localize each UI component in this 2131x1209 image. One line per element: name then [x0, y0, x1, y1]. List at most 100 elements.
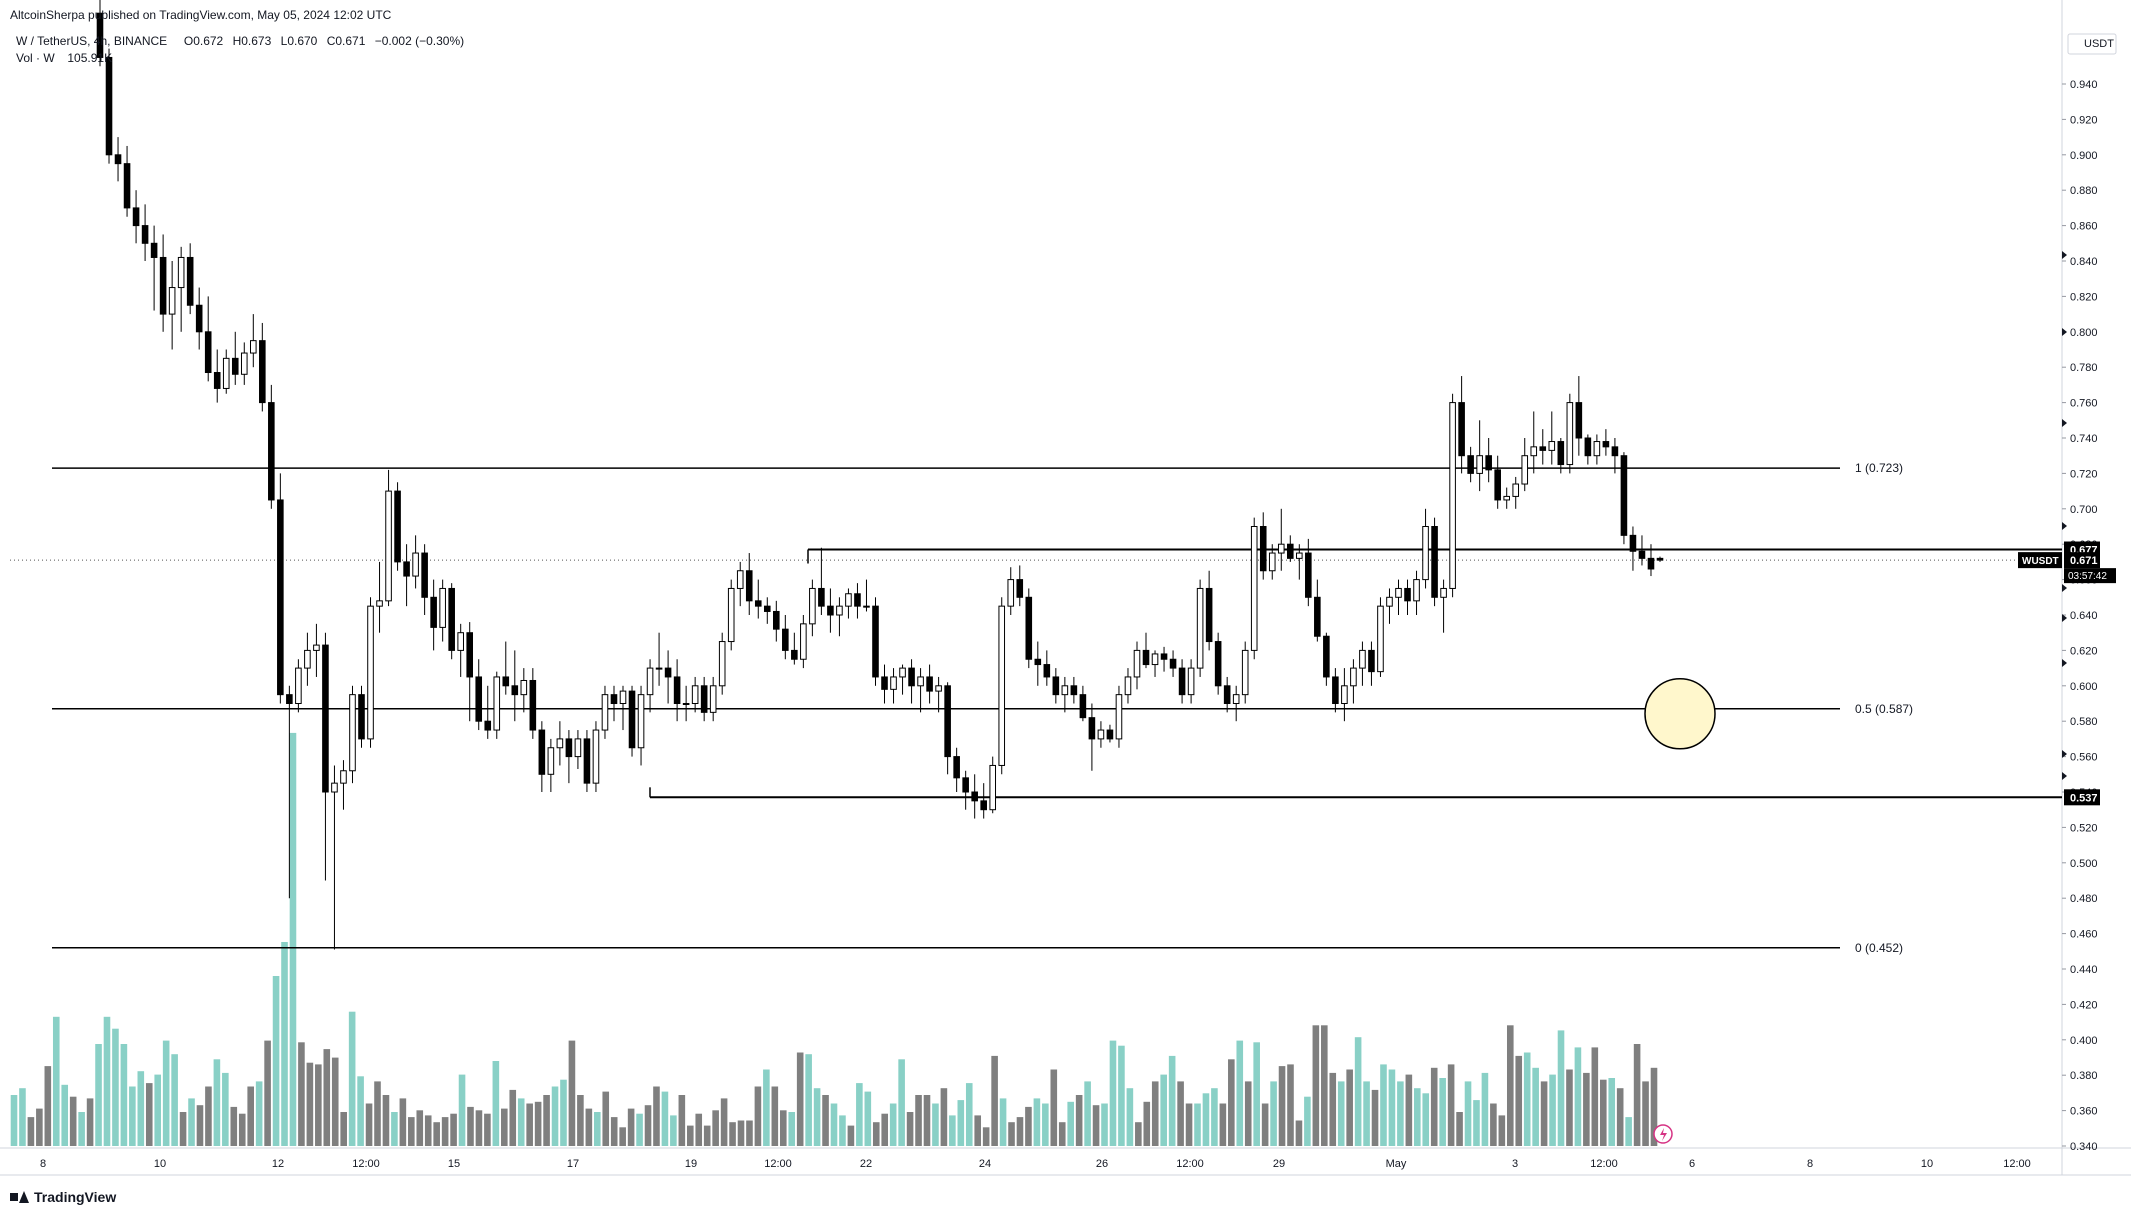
volume-bar	[957, 1100, 965, 1146]
candle-body	[908, 667, 915, 687]
volume-bar	[1270, 1081, 1277, 1146]
ohlc-high-value: 0.673	[241, 34, 272, 48]
volume-bar	[348, 1011, 356, 1146]
volume-bar	[484, 1113, 491, 1146]
volume-bar	[712, 1110, 719, 1146]
candle-body	[971, 791, 978, 802]
candle-body	[394, 490, 401, 563]
volume-bar	[653, 1086, 660, 1146]
volume-bar	[1608, 1078, 1616, 1146]
volume-bar	[560, 1079, 567, 1146]
volume-bar	[1244, 1081, 1252, 1146]
price-tick-label: 0.560	[2070, 752, 2098, 764]
volume-bars	[10, 732, 1658, 1146]
price-tick-label: 0.580	[2070, 716, 2098, 728]
candle-body	[186, 256, 194, 306]
candle-body	[240, 352, 248, 375]
volume-bar	[1118, 1045, 1125, 1146]
candle-body	[1124, 676, 1132, 696]
alert-marker-icon	[2062, 614, 2067, 622]
volume-bar	[86, 1098, 94, 1146]
candle-body	[475, 676, 483, 722]
volume-bar	[289, 732, 297, 1146]
alert-marker-icon	[2062, 419, 2067, 427]
candle-body	[745, 570, 753, 602]
candle-body	[1422, 526, 1429, 581]
alert-marker-icon	[2062, 750, 2067, 758]
tradingview-logo[interactable]: TradingView	[10, 1189, 116, 1205]
candle-body	[340, 770, 347, 784]
volume-bar	[1253, 1042, 1260, 1146]
candle-body	[268, 402, 275, 501]
volume-bar	[737, 1120, 745, 1146]
volume-bar	[627, 1108, 635, 1146]
volume-bar	[1261, 1103, 1269, 1146]
time-tick-label: 12:00	[352, 1158, 380, 1170]
volume-bar	[154, 1074, 162, 1146]
price-tick-label: 0.860	[2070, 221, 2098, 233]
price-tick-label: 0.460	[2070, 929, 2098, 941]
volume-bar	[1506, 1025, 1514, 1146]
volume-bar	[695, 1113, 703, 1146]
time-tick-label: 8	[40, 1158, 46, 1170]
candle-body	[1458, 402, 1465, 457]
candle-body	[1566, 402, 1574, 466]
candle-body	[1431, 526, 1438, 598]
volume-bar	[602, 1091, 610, 1146]
candle-body	[773, 610, 780, 630]
candle-body	[1647, 557, 1655, 570]
time-axis: 8 10 12 12:00 15 17 19 12:00 22 24 26 12:00 29 May 3 12…	[40, 1158, 2031, 1170]
time-tick-label: 12	[272, 1158, 284, 1170]
ohlc-low-label: L	[280, 34, 288, 48]
volume-bar	[1067, 1101, 1074, 1146]
candle-body	[736, 570, 744, 589]
candle-body	[1052, 676, 1060, 696]
candle-body	[385, 490, 392, 602]
candle-body	[1467, 455, 1474, 474]
candle-body	[1088, 717, 1096, 740]
volume-bar	[813, 1088, 821, 1146]
candle-body	[691, 685, 699, 704]
volume-bar	[940, 1088, 948, 1146]
time-tick-label: 24	[979, 1158, 991, 1170]
countdown-box	[2064, 568, 2116, 584]
volume-bar	[78, 1112, 85, 1146]
volume-bar	[847, 1125, 855, 1146]
time-tick-label: 17	[567, 1158, 579, 1170]
volume-label[interactable]: Vol · W	[16, 51, 55, 65]
candle-body	[277, 499, 284, 696]
volume-bar	[365, 1103, 373, 1146]
candle-body	[782, 628, 789, 651]
volume-bar	[636, 1113, 643, 1146]
candle-body	[1386, 596, 1393, 607]
candle-body	[439, 587, 446, 628]
candle-body	[448, 587, 455, 651]
time-tick-label: 6	[1689, 1158, 1695, 1170]
candle-body	[1557, 441, 1565, 466]
volume-bar	[1566, 1069, 1573, 1146]
candle-body	[1611, 446, 1619, 457]
volume-bar	[1523, 1052, 1531, 1146]
candle-body	[637, 694, 645, 749]
candle-body	[1350, 667, 1357, 687]
candle-body	[412, 552, 419, 577]
candle-body	[1043, 664, 1051, 678]
candle-body	[331, 782, 338, 793]
volume-bar	[509, 1089, 517, 1146]
volume-bar	[1625, 1117, 1632, 1146]
volume-bar	[779, 1110, 787, 1146]
volume-bar	[517, 1098, 525, 1146]
volume-bar	[551, 1086, 559, 1146]
candle-body	[177, 256, 185, 289]
symbol-name[interactable]: W / TetherUS, 4h, BINANCE	[16, 34, 168, 48]
candle-body	[1133, 649, 1141, 678]
volume-line: Vol · W 105.91K	[16, 51, 112, 65]
price-label-box	[2064, 552, 2100, 569]
candle-body	[1061, 685, 1069, 696]
volume-bar	[898, 1059, 905, 1146]
candle-body	[123, 163, 131, 209]
volume-bar	[729, 1122, 736, 1146]
volume-bar	[720, 1098, 728, 1146]
price-tick-label: 0.500	[2070, 858, 2098, 870]
